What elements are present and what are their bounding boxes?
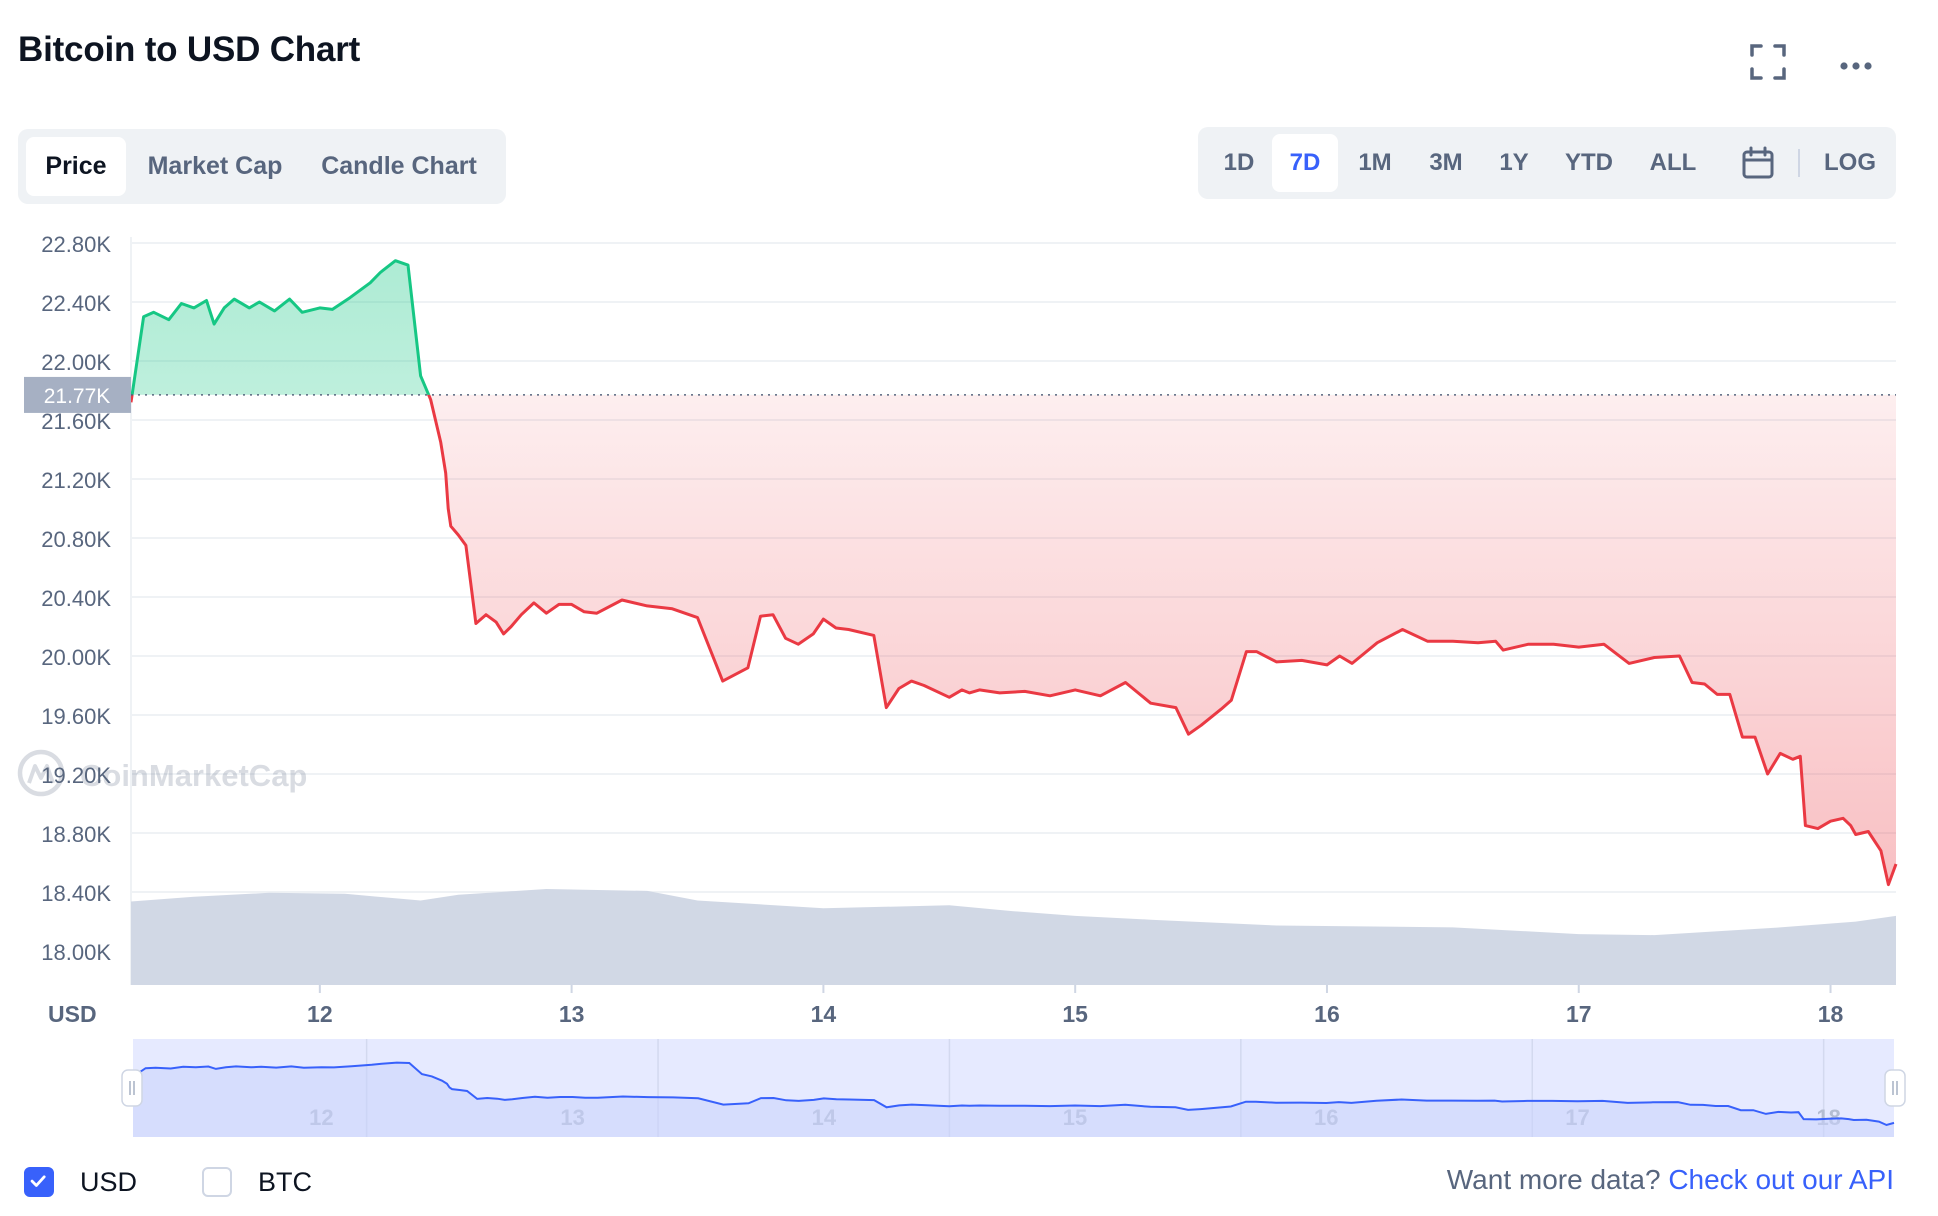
range-7d[interactable]: 7D (1272, 134, 1338, 192)
price-line (129, 259, 1898, 887)
reference-price: 21.77K (24, 376, 1896, 413)
y-tick-label: 20.00K (41, 645, 111, 670)
navigator-right-handle[interactable] (1884, 1069, 1906, 1107)
range-1d[interactable]: 1D (1223, 149, 1255, 176)
y-tick-label: 20.40K (41, 586, 111, 611)
legend-usd[interactable]: USD (24, 1164, 137, 1200)
y-tick-label: 19.20K (41, 763, 111, 788)
price-chart[interactable]: 22.80K 22.40K 22.00K 21.60K 21.20K 20.80K 20.4… (0, 0, 1938, 1150)
y-tick-label: 20.80K (41, 527, 111, 552)
x-tick-label: 18 (1818, 1001, 1844, 1027)
api-promo: Want more data? Check out our API (1447, 1164, 1894, 1196)
y-tick-label: 22.80K (41, 232, 111, 257)
range-1m[interactable]: 1M (1358, 149, 1392, 176)
y-tick-label: 22.40K (41, 291, 111, 316)
y-tick-label: 18.80K (41, 822, 111, 847)
x-axis-ticks: USD 12 13 14 15 16 17 18 (48, 985, 1844, 1027)
price-area-down (131, 394, 1896, 885)
btc-checkbox[interactable] (202, 1167, 232, 1197)
page-title: Bitcoin to USD Chart (18, 30, 361, 69)
price-line-up (130, 259, 431, 395)
range-all[interactable]: ALL (1649, 149, 1697, 176)
btc-label: BTC (258, 1166, 312, 1197)
x-tick-label: 15 (1062, 1001, 1088, 1027)
usd-checkbox[interactable] (24, 1167, 54, 1197)
price-area-up (131, 260, 1896, 395)
watermark-text: CoinMarketCap (80, 758, 307, 793)
navigator-line (132, 1061, 1895, 1127)
range-1y[interactable]: 1Y (1499, 149, 1529, 176)
fullscreen-icon[interactable] (1746, 40, 1790, 84)
usd-label: USD (80, 1166, 138, 1197)
navigator-left-handle[interactable] (121, 1069, 143, 1107)
y-tick-label: 19.60K (41, 704, 111, 729)
api-promo-text: Want more data? (1446, 1164, 1661, 1195)
y-tick-label: 21.20K (41, 468, 111, 493)
price-line-down (129, 394, 1898, 887)
range-3m[interactable]: 3M (1429, 149, 1463, 176)
y-tick-label: 21.60K (41, 409, 111, 434)
range-divider (1798, 149, 1800, 177)
coinmarketcap-logo (17, 749, 65, 797)
y-tick-label: 22.00K (41, 350, 111, 375)
calendar-icon[interactable] (1738, 143, 1778, 183)
reference-label: 21.77K (44, 385, 111, 408)
y-axis-unit: USD (48, 1001, 97, 1027)
price-area (131, 260, 1896, 885)
api-link[interactable]: Check out our API (1668, 1164, 1894, 1195)
watermark: CoinMarketCap (17, 749, 307, 797)
volume-shape (131, 889, 1896, 985)
reference-badge (24, 376, 131, 413)
tab-market-cap[interactable]: Market Cap (147, 152, 283, 180)
x-tick-label: 14 (811, 1001, 837, 1027)
y-tick-label: 18.00K (41, 940, 111, 965)
x-tick-label: 12 (307, 1001, 333, 1027)
navigator-area (133, 1062, 1894, 1137)
legend-btc[interactable]: BTC (202, 1164, 312, 1200)
y-tick-label: 18.40K (41, 881, 111, 906)
tab-candle-chart[interactable]: Candle Chart (321, 152, 477, 180)
tab-price[interactable]: Price (26, 137, 126, 196)
more-icon[interactable] (1834, 40, 1878, 84)
x-tick-label: 16 (1314, 1001, 1340, 1027)
range-ytd[interactable]: YTD (1565, 149, 1613, 176)
x-tick-label: 13 (559, 1001, 585, 1027)
volume-area (131, 889, 1896, 985)
x-tick-label: 17 (1566, 1001, 1592, 1027)
time-range-selector: 1D 7D 1M 3M 1Y YTD ALL LOG (1198, 127, 1896, 199)
log-scale-toggle[interactable]: LOG (1824, 149, 1876, 176)
chart-type-tabs: Price Market Cap Candle Chart (18, 129, 506, 204)
y-axis-ticks: 22.80K 22.40K 22.00K 21.60K 21.20K 20.80K 20.4… (41, 232, 111, 965)
